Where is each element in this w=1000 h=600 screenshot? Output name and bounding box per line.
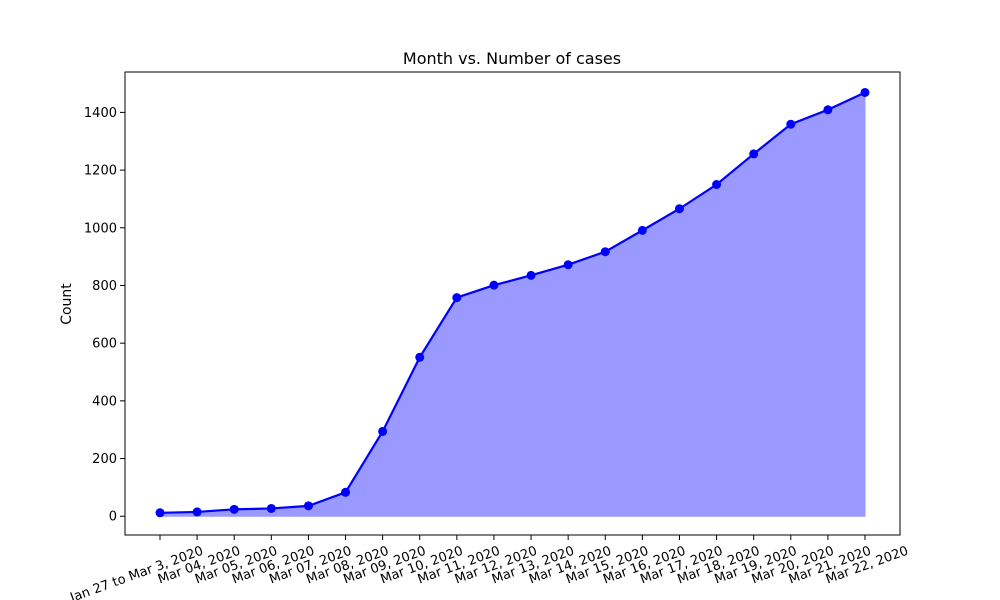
data-point <box>600 247 610 257</box>
y-tick-label: 1400 <box>84 106 117 121</box>
y-axis-title: Count <box>59 283 75 325</box>
data-point <box>637 225 647 235</box>
data-point <box>563 260 573 270</box>
data-point <box>786 119 796 129</box>
y-tick-label: 400 <box>92 394 117 409</box>
data-point <box>860 87 870 97</box>
data-point <box>378 426 388 436</box>
data-point <box>155 508 165 518</box>
data-point <box>526 270 536 280</box>
data-point <box>749 149 759 159</box>
y-tick-label: 1200 <box>84 164 117 179</box>
data-point <box>266 503 276 513</box>
data-point <box>341 487 351 497</box>
y-tick-label: 800 <box>92 279 117 294</box>
data-point <box>192 507 202 517</box>
series-line <box>159 91 866 514</box>
data-point <box>712 180 722 190</box>
area-fill <box>159 91 866 517</box>
y-tick-label: 0 <box>109 510 117 525</box>
y-tick-label: 1000 <box>84 221 117 236</box>
data-point <box>229 504 239 514</box>
data-point <box>303 501 313 511</box>
data-point <box>489 280 499 290</box>
data-point <box>674 204 684 214</box>
data-point <box>823 105 833 115</box>
data-point <box>452 293 462 303</box>
chart-title: Month vs. Number of cases <box>403 49 621 68</box>
data-point <box>415 352 425 362</box>
plot-frame <box>124 71 901 536</box>
y-tick-label: 200 <box>92 452 117 467</box>
y-tick-label: 600 <box>92 337 117 352</box>
